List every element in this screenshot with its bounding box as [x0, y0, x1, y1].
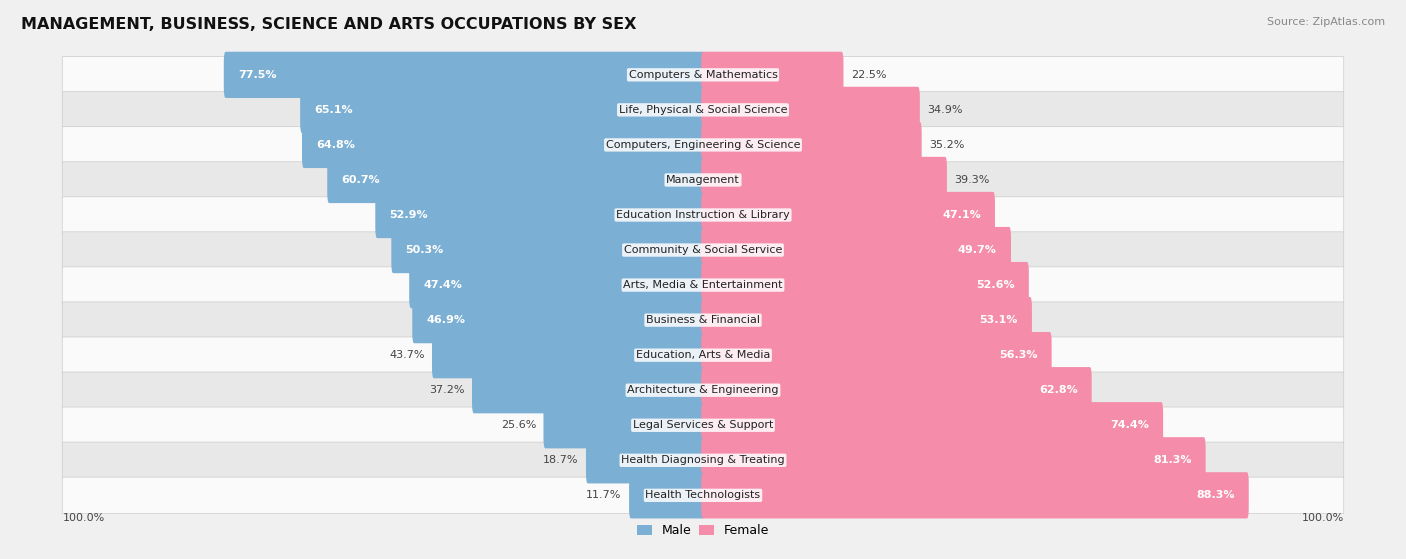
Text: Computers & Mathematics: Computers & Mathematics	[628, 70, 778, 80]
FancyBboxPatch shape	[62, 442, 1344, 479]
Text: 47.1%: 47.1%	[942, 210, 981, 220]
Legend: Male, Female: Male, Female	[637, 524, 769, 537]
FancyBboxPatch shape	[702, 157, 946, 203]
Text: 35.2%: 35.2%	[929, 140, 965, 150]
Text: 52.9%: 52.9%	[389, 210, 427, 220]
FancyBboxPatch shape	[328, 157, 704, 203]
FancyBboxPatch shape	[62, 477, 1344, 514]
Text: 64.8%: 64.8%	[316, 140, 356, 150]
Text: 88.3%: 88.3%	[1197, 490, 1234, 500]
FancyBboxPatch shape	[702, 122, 922, 168]
FancyBboxPatch shape	[62, 92, 1344, 128]
Text: 56.3%: 56.3%	[1000, 350, 1038, 360]
FancyBboxPatch shape	[62, 407, 1344, 443]
Text: 11.7%: 11.7%	[586, 490, 621, 500]
FancyBboxPatch shape	[391, 227, 704, 273]
Text: 62.8%: 62.8%	[1039, 385, 1077, 395]
Text: 49.7%: 49.7%	[957, 245, 997, 255]
FancyBboxPatch shape	[224, 52, 704, 98]
FancyBboxPatch shape	[702, 367, 1091, 413]
Text: Source: ZipAtlas.com: Source: ZipAtlas.com	[1267, 17, 1385, 27]
FancyBboxPatch shape	[544, 402, 704, 448]
FancyBboxPatch shape	[702, 192, 995, 238]
FancyBboxPatch shape	[702, 472, 1249, 518]
Text: 47.4%: 47.4%	[423, 280, 463, 290]
FancyBboxPatch shape	[409, 262, 704, 308]
FancyBboxPatch shape	[702, 297, 1032, 343]
Text: 81.3%: 81.3%	[1153, 455, 1191, 465]
Text: Management: Management	[666, 175, 740, 185]
Text: 65.1%: 65.1%	[315, 105, 353, 115]
FancyBboxPatch shape	[302, 122, 704, 168]
Text: Legal Services & Support: Legal Services & Support	[633, 420, 773, 430]
Text: Community & Social Service: Community & Social Service	[624, 245, 782, 255]
Text: Architecture & Engineering: Architecture & Engineering	[627, 385, 779, 395]
Text: Business & Financial: Business & Financial	[645, 315, 761, 325]
FancyBboxPatch shape	[62, 162, 1344, 198]
Text: 100.0%: 100.0%	[62, 513, 104, 523]
FancyBboxPatch shape	[62, 267, 1344, 304]
FancyBboxPatch shape	[702, 52, 844, 98]
FancyBboxPatch shape	[702, 227, 1011, 273]
Text: Life, Physical & Social Science: Life, Physical & Social Science	[619, 105, 787, 115]
FancyBboxPatch shape	[702, 402, 1163, 448]
Text: Arts, Media & Entertainment: Arts, Media & Entertainment	[623, 280, 783, 290]
FancyBboxPatch shape	[412, 297, 704, 343]
Text: 74.4%: 74.4%	[1111, 420, 1149, 430]
FancyBboxPatch shape	[62, 127, 1344, 163]
FancyBboxPatch shape	[62, 232, 1344, 268]
Text: MANAGEMENT, BUSINESS, SCIENCE AND ARTS OCCUPATIONS BY SEX: MANAGEMENT, BUSINESS, SCIENCE AND ARTS O…	[21, 17, 637, 32]
FancyBboxPatch shape	[62, 302, 1344, 338]
FancyBboxPatch shape	[702, 262, 1029, 308]
Text: Education Instruction & Library: Education Instruction & Library	[616, 210, 790, 220]
FancyBboxPatch shape	[62, 337, 1344, 373]
Text: 46.9%: 46.9%	[426, 315, 465, 325]
Text: Education, Arts & Media: Education, Arts & Media	[636, 350, 770, 360]
FancyBboxPatch shape	[702, 87, 920, 133]
Text: 37.2%: 37.2%	[429, 385, 464, 395]
Text: 53.1%: 53.1%	[980, 315, 1018, 325]
Text: 43.7%: 43.7%	[389, 350, 425, 360]
Text: 22.5%: 22.5%	[851, 70, 886, 80]
Text: 50.3%: 50.3%	[405, 245, 444, 255]
Text: Health Diagnosing & Treating: Health Diagnosing & Treating	[621, 455, 785, 465]
Text: 77.5%: 77.5%	[238, 70, 277, 80]
FancyBboxPatch shape	[375, 192, 704, 238]
Text: 100.0%: 100.0%	[1302, 513, 1344, 523]
FancyBboxPatch shape	[472, 367, 704, 413]
FancyBboxPatch shape	[62, 197, 1344, 233]
Text: 39.3%: 39.3%	[955, 175, 990, 185]
FancyBboxPatch shape	[62, 372, 1344, 409]
Text: 18.7%: 18.7%	[543, 455, 579, 465]
FancyBboxPatch shape	[702, 332, 1052, 378]
FancyBboxPatch shape	[299, 87, 704, 133]
Text: 25.6%: 25.6%	[501, 420, 536, 430]
FancyBboxPatch shape	[432, 332, 704, 378]
FancyBboxPatch shape	[586, 437, 704, 484]
FancyBboxPatch shape	[62, 56, 1344, 93]
Text: Computers, Engineering & Science: Computers, Engineering & Science	[606, 140, 800, 150]
Text: 60.7%: 60.7%	[342, 175, 380, 185]
Text: Health Technologists: Health Technologists	[645, 490, 761, 500]
FancyBboxPatch shape	[628, 472, 704, 518]
FancyBboxPatch shape	[702, 437, 1205, 484]
Text: 34.9%: 34.9%	[927, 105, 963, 115]
Text: 52.6%: 52.6%	[976, 280, 1015, 290]
